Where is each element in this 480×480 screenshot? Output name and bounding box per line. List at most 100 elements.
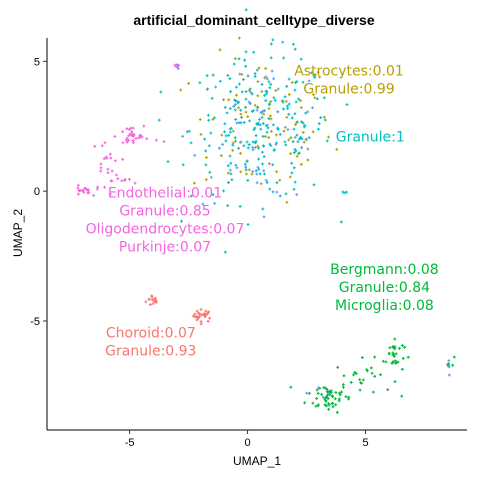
annotation-line: Granule:0.84	[339, 280, 430, 296]
data-point	[148, 298, 151, 301]
data-point	[247, 223, 250, 226]
data-point	[453, 356, 456, 359]
x-tick-label: 0	[244, 437, 250, 449]
data-point	[305, 392, 308, 395]
data-point	[267, 126, 270, 129]
data-point	[398, 347, 401, 350]
data-point	[245, 173, 248, 176]
data-point	[229, 155, 232, 158]
data-point	[109, 157, 112, 160]
data-point	[246, 115, 249, 118]
data-point	[300, 106, 303, 109]
data-point	[288, 93, 291, 96]
data-point	[300, 146, 303, 149]
data-point	[251, 173, 254, 176]
data-point	[103, 186, 106, 189]
data-point	[311, 106, 314, 109]
data-point	[101, 144, 104, 147]
data-point	[306, 148, 309, 151]
data-point	[288, 103, 291, 106]
data-point	[245, 98, 248, 101]
data-point	[293, 166, 296, 169]
data-point	[226, 74, 229, 77]
data-point	[394, 380, 397, 383]
annotation-3: Bergmann:0.08 Granule:0.84 Microglia:0.08	[330, 262, 438, 314]
data-point	[283, 130, 286, 133]
data-point	[99, 170, 102, 173]
data-point	[234, 108, 237, 111]
data-point	[155, 139, 158, 142]
data-point	[270, 56, 273, 59]
data-point	[198, 81, 201, 84]
chart-title: artificial_dominant_celltype_diverse	[133, 12, 374, 28]
data-point	[194, 313, 197, 316]
data-point	[287, 128, 290, 131]
data-point	[299, 99, 302, 102]
data-point	[264, 67, 267, 70]
data-point	[219, 48, 222, 51]
x-tick-label: -5	[125, 437, 135, 449]
data-point	[93, 145, 96, 148]
data-point	[234, 103, 237, 106]
data-point	[227, 172, 230, 175]
data-point	[259, 128, 262, 131]
data-point	[246, 179, 249, 182]
data-point	[268, 86, 271, 89]
data-point	[256, 69, 259, 72]
data-point	[322, 396, 325, 399]
annotation-line: Choroid:0.07	[106, 326, 196, 342]
data-point	[179, 89, 182, 92]
data-point	[107, 171, 110, 174]
data-point	[239, 109, 242, 112]
data-point	[245, 111, 248, 114]
data-point	[256, 109, 259, 112]
data-point	[294, 181, 297, 184]
data-point	[300, 58, 303, 61]
data-point	[294, 112, 297, 115]
data-point	[296, 155, 299, 158]
data-point	[224, 251, 227, 254]
annotation-line: Bergmann:0.08	[330, 262, 438, 278]
data-point	[262, 144, 265, 147]
data-point	[193, 154, 196, 157]
data-point	[208, 144, 211, 147]
data-point	[92, 194, 95, 197]
x-tick-label: 5	[362, 437, 368, 449]
data-point	[255, 169, 258, 172]
data-point	[77, 184, 80, 187]
data-point	[285, 85, 288, 88]
data-point	[234, 136, 237, 139]
data-point	[293, 151, 296, 154]
data-point	[256, 106, 259, 109]
data-point	[163, 140, 166, 143]
data-point	[214, 86, 217, 89]
data-point	[252, 51, 255, 54]
data-point	[306, 159, 309, 162]
data-point	[295, 193, 298, 196]
data-point	[208, 171, 211, 174]
data-point	[257, 158, 260, 161]
data-point	[247, 147, 250, 150]
data-point	[388, 346, 391, 349]
data-point	[276, 181, 279, 184]
data-point	[290, 136, 293, 139]
annotation-2: Endothelial:0.01 Granule:0.85 Oligodendroc…	[86, 186, 245, 256]
data-point	[273, 96, 276, 99]
data-point	[327, 408, 330, 411]
data-point	[274, 89, 277, 92]
data-point	[294, 48, 297, 51]
data-point	[282, 57, 285, 60]
data-point	[292, 43, 295, 46]
series-0	[144, 294, 211, 325]
data-point	[359, 389, 362, 392]
data-point	[235, 94, 238, 97]
data-point	[268, 188, 271, 191]
data-point	[274, 99, 277, 102]
data-point	[287, 138, 290, 141]
data-point	[393, 338, 396, 341]
data-point	[248, 119, 251, 122]
data-point	[258, 67, 261, 70]
data-point	[400, 395, 403, 398]
data-point	[290, 172, 293, 175]
data-point	[121, 130, 124, 133]
